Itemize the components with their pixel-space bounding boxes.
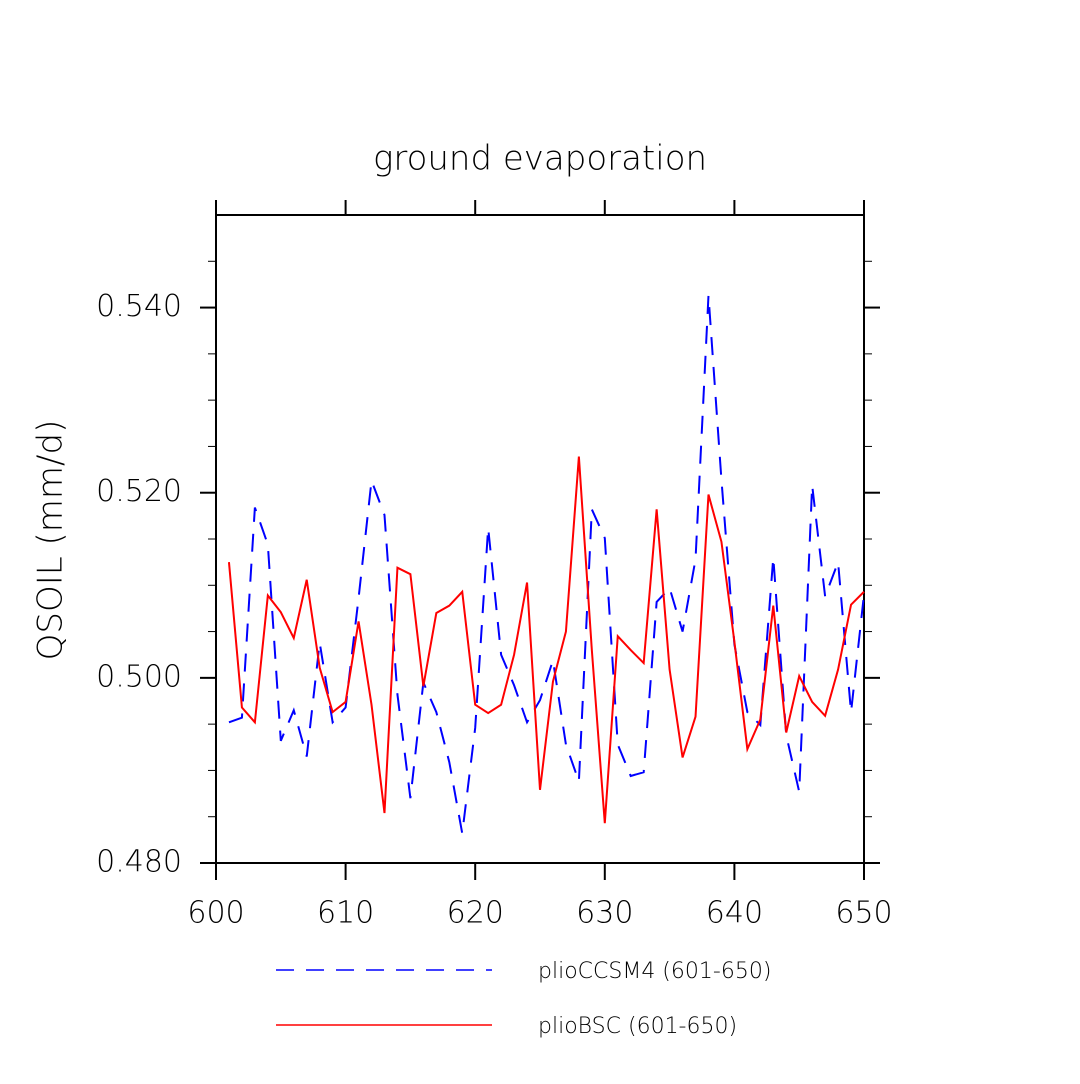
y-axis-label: QSOIL (mm/d) <box>31 420 71 661</box>
x-tick-label: 640 <box>706 896 763 931</box>
y-tick-label: 0.520 <box>96 474 182 509</box>
x-tick-label: 610 <box>317 896 374 931</box>
series-line <box>227 456 865 824</box>
x-tick-label: 650 <box>835 896 892 931</box>
x-tick-label: 600 <box>187 896 244 931</box>
x-tick-label: 620 <box>447 896 504 931</box>
x-tick-label: 630 <box>576 896 633 931</box>
y-tick-label: 0.480 <box>96 845 182 880</box>
legend-label: plioBSC (601-650) <box>538 1014 737 1039</box>
y-tick-label: 0.540 <box>96 289 182 324</box>
y-tick-label: 0.500 <box>96 659 182 694</box>
chart-title: ground evaporation <box>373 139 707 179</box>
legend-label: plioCCSM4 (601-650) <box>538 959 771 984</box>
